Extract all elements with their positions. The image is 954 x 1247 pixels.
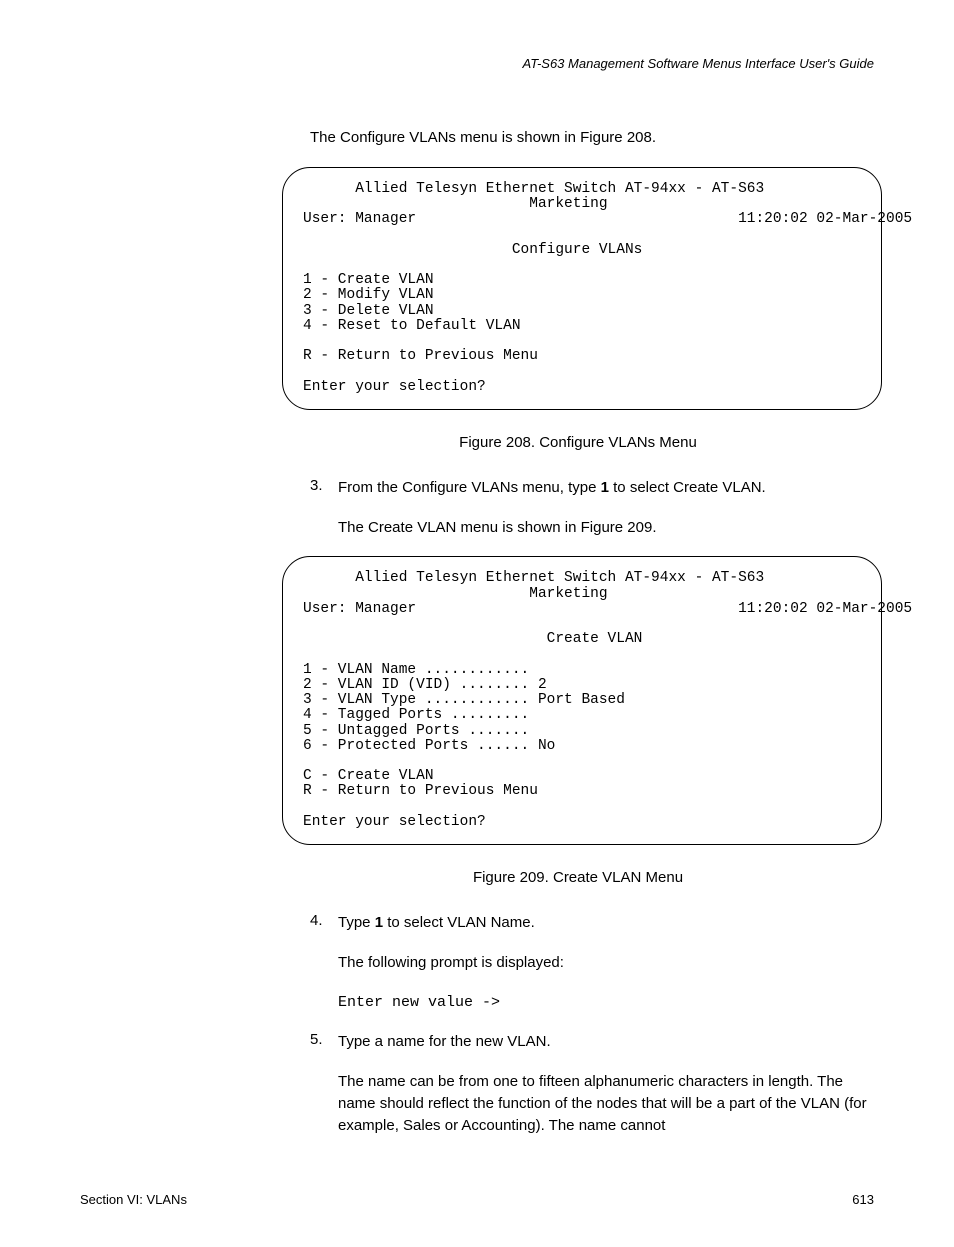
step-4-bold: 1 xyxy=(375,914,383,931)
intro-paragraph: The Configure VLANs menu is shown in Fig… xyxy=(310,127,874,149)
step-4-prompt: Enter new value -> xyxy=(338,992,874,1014)
step-4-text: Type 1 to select VLAN Name. xyxy=(338,912,874,934)
footer-page-number: 613 xyxy=(852,1192,874,1207)
figure-209-caption: Figure 209. Create VLAN Menu xyxy=(282,869,874,886)
step-3-pre: From the Configure VLANs menu, type xyxy=(338,479,601,496)
step-3-bold: 1 xyxy=(601,479,609,496)
step-4-pre: Type xyxy=(338,914,375,931)
terminal-configure-vlans: Allied Telesyn Ethernet Switch AT-94xx -… xyxy=(282,167,882,410)
step-3-text: From the Configure VLANs menu, type 1 to… xyxy=(338,477,874,499)
step-3-sub: The Create VLAN menu is shown in Figure … xyxy=(338,517,874,539)
step-3-number: 3. xyxy=(310,477,338,499)
step-4-sub-a: The following prompt is displayed: xyxy=(338,952,874,974)
step-5-number: 5. xyxy=(310,1031,338,1053)
step-4: 4. Type 1 to select VLAN Name. xyxy=(310,912,874,934)
terminal-create-vlan: Allied Telesyn Ethernet Switch AT-94xx -… xyxy=(282,556,882,845)
figure-208-caption: Figure 208. Configure VLANs Menu xyxy=(282,434,874,451)
step-5-text: Type a name for the new VLAN. xyxy=(338,1031,874,1053)
step-3: 3. From the Configure VLANs menu, type 1… xyxy=(310,477,874,499)
step-4-number: 4. xyxy=(310,912,338,934)
step-3-post: to select Create VLAN. xyxy=(609,479,766,496)
step-5: 5. Type a name for the new VLAN. xyxy=(310,1031,874,1053)
step-4-post: to select VLAN Name. xyxy=(383,914,535,931)
running-header: AT-S63 Management Software Menus Interfa… xyxy=(80,56,874,71)
step-5-sub: The name can be from one to fifteen alph… xyxy=(338,1071,874,1136)
footer-section: Section VI: VLANs xyxy=(80,1192,187,1207)
